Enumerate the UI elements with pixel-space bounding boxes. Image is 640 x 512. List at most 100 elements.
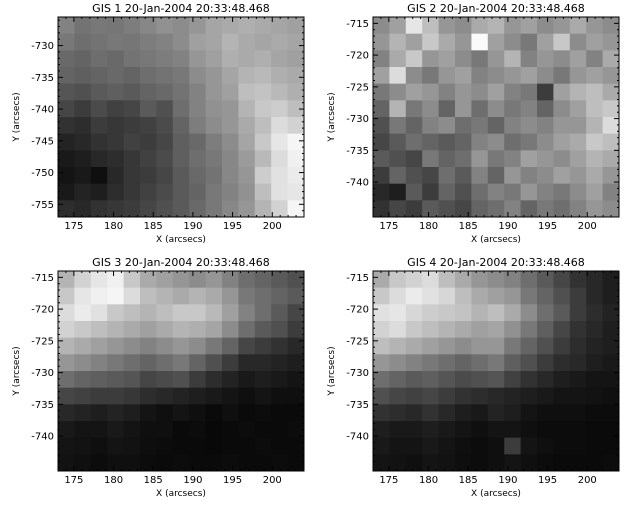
heatmap-cell: [238, 117, 256, 135]
heatmap-cell: [389, 133, 407, 151]
heatmap-cell: [205, 200, 223, 218]
heatmap-cell: [205, 100, 223, 118]
heatmap-cell: [455, 67, 472, 85]
heatmap-cell: [205, 133, 223, 151]
heatmap-cell: [58, 437, 75, 455]
heatmap-cell: [422, 437, 440, 455]
heatmap-cell: [487, 50, 505, 68]
heatmap-cell: [504, 17, 522, 35]
heatmap-cell: [140, 100, 157, 118]
heatmap-cell: [58, 183, 75, 201]
heatmap-cell: [254, 371, 272, 389]
heatmap-cell: [405, 454, 423, 472]
heatmap-cell: [422, 200, 440, 218]
heatmap-cell: [569, 183, 587, 201]
heatmap-cell: [553, 100, 571, 118]
heatmap-cell: [222, 150, 239, 168]
heatmap-cell: [287, 117, 305, 135]
heatmap-cell: [537, 50, 554, 68]
chart-panel-4: GIS 4 20-Jan-2004 20:33:48.468 175 180 185 1…: [327, 256, 620, 499]
heatmap-cell: [504, 67, 522, 85]
heatmap-cell: [471, 437, 489, 455]
heatmap-cell: [58, 304, 75, 322]
heatmap-cell: [438, 304, 456, 322]
y-tick-label: -715: [346, 19, 369, 30]
heatmap-cell: [172, 100, 190, 118]
heatmap-cell: [553, 454, 571, 472]
heatmap-cell: [586, 421, 604, 439]
y-tick-label: -740: [346, 432, 369, 443]
heatmap-cell: [422, 133, 440, 151]
heatmap-cell: [438, 387, 456, 405]
heatmap-cell: [205, 150, 223, 168]
heatmap-cell: [90, 200, 108, 218]
heatmap-cell: [90, 371, 108, 389]
heatmap-cell: [487, 100, 505, 118]
heatmap-cell: [586, 133, 604, 151]
heatmap-cell: [107, 100, 125, 118]
heatmap-cell: [205, 67, 223, 85]
heatmap-cell: [586, 354, 604, 372]
heatmap-cell: [553, 83, 571, 101]
y-tick-label: -735: [346, 146, 369, 157]
x-axis-label: X (arcsecs): [471, 489, 521, 499]
heatmap-cell: [487, 287, 505, 305]
heatmap-cell: [238, 83, 256, 101]
heatmap-cell: [422, 167, 440, 185]
heatmap-cell: [238, 287, 256, 305]
heatmap-cell: [238, 50, 256, 68]
heatmap-cell: [389, 421, 407, 439]
heatmap-cell: [107, 321, 125, 339]
heatmap-cell: [74, 150, 92, 168]
heatmap-cell: [189, 371, 207, 389]
heatmap-cell: [487, 83, 505, 101]
heatmap-cell: [205, 371, 223, 389]
heatmap-cell: [504, 150, 522, 168]
heatmap-cell: [471, 17, 489, 35]
heatmap-cell: [287, 17, 305, 35]
heatmap-cell: [422, 100, 440, 118]
heatmap-cell: [504, 454, 522, 472]
plot-frame: [57, 16, 305, 218]
heatmap-cell: [74, 454, 92, 472]
heatmap-cell: [156, 337, 174, 355]
heatmap-cell: [553, 33, 571, 51]
heatmap-cell: [172, 17, 190, 35]
heatmap-cell: [90, 117, 108, 135]
heatmap-cell: [172, 287, 190, 305]
y-tick-label: -755: [31, 200, 54, 211]
heatmap-cell: [487, 200, 505, 218]
heatmap-cell: [172, 354, 190, 372]
x-tick-label: 175: [379, 475, 398, 486]
heatmap-cell: [553, 133, 571, 151]
heatmap-cell: [487, 437, 505, 455]
heatmap-cell: [189, 287, 207, 305]
heatmap-cell: [123, 67, 141, 85]
x-tick-label: 195: [538, 221, 557, 232]
heatmap-cell: [455, 337, 472, 355]
heatmap-cell: [455, 100, 472, 118]
heatmap-cell: [107, 304, 125, 322]
heatmap-cell: [189, 33, 207, 51]
heatmap-cell: [405, 67, 423, 85]
heatmap-cell: [74, 271, 92, 289]
heatmap-cell: [156, 33, 174, 51]
heatmap-cell: [602, 33, 620, 51]
heatmap-cell: [189, 83, 207, 101]
heatmap-cell: [238, 183, 256, 201]
heatmap-cell: [602, 371, 620, 389]
heatmap-cell: [389, 287, 407, 305]
heatmap-cell: [455, 437, 472, 455]
heatmap-cell: [238, 150, 256, 168]
heatmap-cell: [455, 83, 472, 101]
heatmap-cell: [205, 387, 223, 405]
heatmap-cell: [504, 50, 522, 68]
heatmap-cell: [373, 150, 390, 168]
heatmap-cell: [58, 371, 75, 389]
y-tick-label: -720: [31, 305, 54, 316]
heatmap-cell: [569, 387, 587, 405]
y-axis-label: Y (arcsecs): [12, 346, 22, 396]
heatmap-cell: [238, 387, 256, 405]
heatmap-cell: [455, 387, 472, 405]
heatmap-cell: [553, 50, 571, 68]
